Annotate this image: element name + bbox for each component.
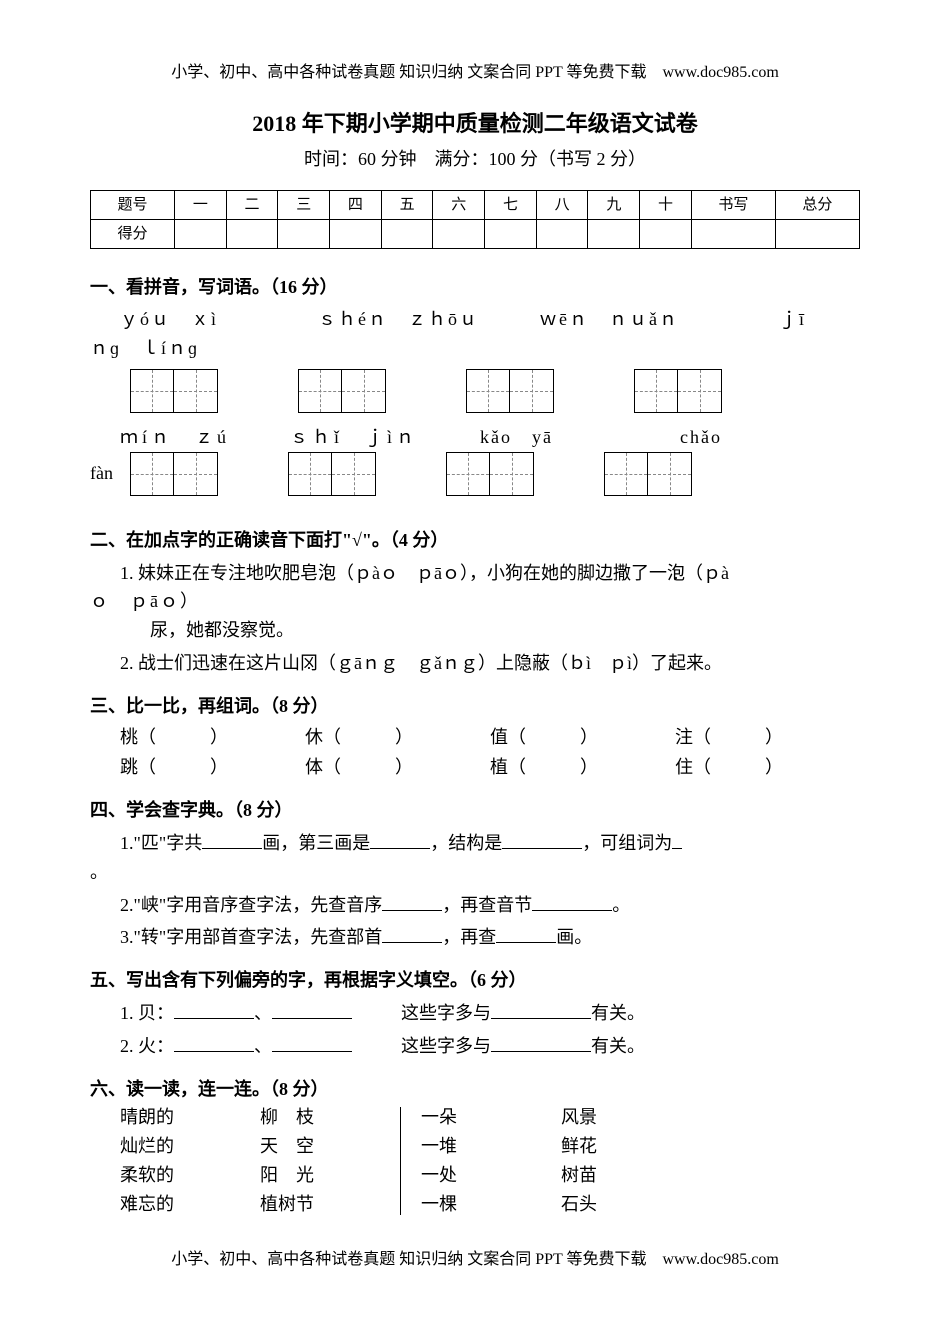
th: 三 — [278, 190, 330, 219]
blank — [672, 830, 682, 849]
blank — [272, 1000, 352, 1019]
q4-item1-end: 。 — [90, 858, 860, 887]
exam-subtitle: 时间：60 分钟 满分：100 分（书写 2 分） — [90, 145, 860, 174]
dotted-char: 泡 — [667, 563, 685, 583]
th: 二 — [226, 190, 278, 219]
tianzi-group — [466, 369, 554, 413]
match-col: 柳 枝 天 空 阳 光 植树节 — [260, 1103, 400, 1218]
blank — [382, 892, 442, 911]
blank — [491, 1000, 591, 1019]
q2-item1-wrap: ｏ ｐāｏ） — [90, 587, 860, 616]
q2-item1: 1. 妹妹正在专注地吹肥皂泡（ｐàｏ ｐāｏ），小狗在她的脚边撒了一泡（ｐà — [120, 559, 860, 588]
pinyin-label: chǎo — [680, 423, 722, 452]
blank — [491, 1033, 591, 1052]
dotted-char: 蔽 — [532, 653, 550, 673]
th: 六 — [433, 190, 485, 219]
q6-match: 晴朗的 灿烂的 柔软的 难忘的 柳 枝 天 空 阳 光 植树节 一朵 一堆 一处… — [120, 1103, 860, 1218]
q5-title: 五、写出含有下列偏旁的字，再根据字义填空。（6 分） — [90, 966, 860, 995]
th: 书写 — [691, 190, 775, 219]
q2-item1-tail: 尿，她都没察觉。 — [150, 616, 860, 645]
th: 七 — [485, 190, 537, 219]
q3-title: 三、比一比，再组词。（8 分） — [90, 692, 860, 721]
table-row: 得分 — [91, 219, 860, 248]
q1-boxes-row1 — [130, 369, 860, 413]
q4-title: 四、学会查字典。（8 分） — [90, 796, 860, 825]
score-table: 题号 一 二 三 四 五 六 七 八 九 十 书写 总分 得分 — [90, 190, 860, 249]
page-header: 小学、初中、高中各种试卷真题 知识归纳 文案合同 PPT 等免费下载 www.d… — [90, 60, 860, 86]
blank — [202, 830, 262, 849]
q3-row: 跳（ ） 体（ ） 植（ ） 住（ ） — [120, 753, 860, 782]
tianzi-group — [130, 369, 218, 413]
th: 九 — [588, 190, 640, 219]
q2-title: 二、在加点字的正确读音下面打"√"。（4 分） — [90, 526, 860, 555]
th: 一 — [174, 190, 226, 219]
match-col: 风景 鲜花 树苗 石头 — [561, 1103, 701, 1218]
pinyin-label: ｓｈǐ ｊìｎ — [290, 423, 480, 452]
q2-item2: 2. 战士们迅速在这片山冈（ｇāｎｇ ｇǎｎｇ）上隐蔽（ｂì ｐì）了起来。 — [120, 649, 860, 678]
page: 小学、初中、高中各种试卷真题 知识归纳 文案合同 PPT 等免费下载 www.d… — [0, 0, 950, 1302]
page-footer: 小学、初中、高中各种试卷真题 知识归纳 文案合同 PPT 等免费下载 www.d… — [90, 1247, 860, 1273]
th: 十 — [640, 190, 692, 219]
q4-item1: 1."匹"字共画，第三画是，结构是，可组词为 — [120, 829, 860, 858]
tianzi-group — [634, 369, 722, 413]
blank — [496, 924, 556, 943]
blank — [174, 1000, 254, 1019]
divider — [400, 1107, 401, 1214]
score-label: 得分 — [91, 219, 175, 248]
table-row: 题号 一 二 三 四 五 六 七 八 九 十 书写 总分 — [91, 190, 860, 219]
blank — [174, 1033, 254, 1052]
blank — [370, 830, 430, 849]
blank — [532, 892, 612, 911]
th: 总分 — [775, 190, 859, 219]
q4-item2: 2."峡"字用音序查字法，先查音序，再查音节。 — [120, 891, 860, 920]
blank — [502, 830, 582, 849]
tianzi-group — [130, 452, 218, 496]
th: 五 — [381, 190, 433, 219]
tianzi-group — [298, 369, 386, 413]
tianzi-group — [288, 452, 376, 496]
match-col: 晴朗的 灿烂的 柔软的 难忘的 — [120, 1103, 260, 1218]
q3-row: 桃（ ） 休（ ） 值（ ） 注（ ） — [120, 723, 860, 752]
blank — [382, 924, 442, 943]
q1-pinyin-row1-wrap: ｎɡ ｌíｎɡ — [90, 334, 860, 363]
q4-item3: 3."转"字用部首查字法，先查部首，再查画。 — [120, 923, 860, 952]
q1-boxes-row2: fàn — [90, 452, 860, 496]
th: 八 — [536, 190, 588, 219]
dotted-char: 泡 — [318, 563, 336, 583]
pinyin-label: ｍíｎ ｚú — [120, 423, 290, 452]
th: 四 — [330, 190, 382, 219]
q6-title: 六、读一读，连一连。（8 分） — [90, 1075, 860, 1104]
dotted-char: 冈 — [300, 653, 318, 673]
pinyin-label: kǎo yā — [480, 423, 680, 452]
q1-pinyin-row2: ｍíｎ ｚú ｓｈǐ ｊìｎ kǎo yā chǎo — [120, 423, 860, 452]
q1-pinyin-row1: ｙóｕ ｘì ｓｈéｎ ｚｈōｕ ｗēｎ ｎｕǎｎ ｊī — [120, 305, 860, 334]
exam-title: 2018 年下期小学期中质量检测二年级语文试卷 — [90, 106, 860, 141]
match-col: 一朵 一堆 一处 一棵 — [421, 1103, 561, 1218]
q5-item1: 1. 贝：、 这些字多与有关。 — [120, 999, 860, 1028]
th: 题号 — [91, 190, 175, 219]
tianzi-group — [446, 452, 534, 496]
pinyin-wrap-prefix: fàn — [90, 459, 130, 488]
blank — [272, 1033, 352, 1052]
q5-item2: 2. 火：、 这些字多与有关。 — [120, 1032, 860, 1061]
tianzi-group — [604, 452, 692, 496]
q1-title: 一、看拼音，写词语。（16 分） — [90, 273, 860, 302]
